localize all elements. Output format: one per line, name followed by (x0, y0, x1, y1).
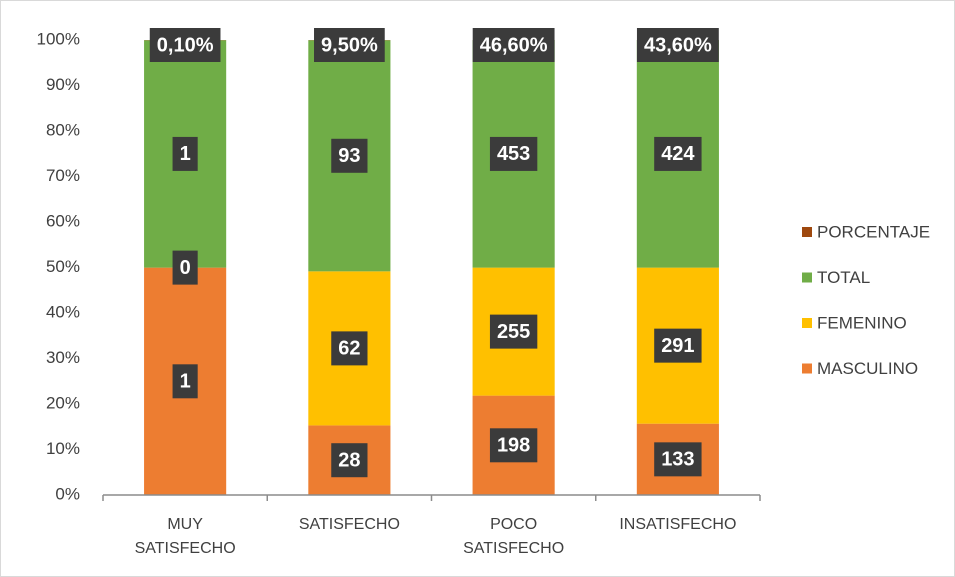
legend-label: MASCULINO (817, 359, 918, 378)
data-label-box (172, 364, 198, 399)
data-label: 0,10% (157, 34, 214, 56)
data-label: 28 (338, 449, 360, 471)
y-tick-label: 80% (46, 120, 80, 139)
legend-swatch (802, 318, 812, 328)
legend-swatch (802, 272, 812, 283)
data-label: 133 (661, 449, 694, 471)
y-tick-label: 40% (46, 302, 80, 321)
data-label-box (489, 136, 538, 171)
data-label: 62 (338, 338, 360, 360)
y-tick-label: 20% (46, 393, 80, 412)
data-label: 93 (338, 145, 360, 167)
data-label-box (489, 314, 538, 349)
data-label-box (489, 428, 538, 463)
y-tick-label: 10% (46, 439, 80, 458)
data-label: 46,60% (480, 34, 548, 56)
data-label: 1 (180, 143, 191, 165)
data-label-box (472, 28, 555, 62)
data-label: 453 (497, 143, 530, 165)
x-tick-label: SATISFECHO (298, 516, 400, 533)
y-tick-label: 90% (46, 75, 80, 94)
x-tick-label: MUY SATISFECHO (134, 516, 236, 557)
data-label: 291 (661, 335, 694, 357)
data-label-box (654, 328, 702, 363)
data-label-box (314, 28, 385, 62)
data-label-box (331, 443, 368, 478)
data-label: 9,50% (321, 34, 378, 56)
legend-label: FEMENINO (817, 313, 907, 332)
data-label: 424 (661, 143, 695, 165)
data-label-box (654, 442, 702, 477)
x-tick-label: POCO SATISFECHO (463, 516, 565, 557)
y-tick-label: 100% (37, 29, 80, 48)
y-tick-label: 30% (46, 348, 80, 367)
data-label-box (172, 250, 198, 285)
legend-label: TOTAL (817, 268, 870, 287)
data-label-box (172, 136, 198, 171)
data-label: 1 (180, 371, 191, 393)
data-label-box (636, 28, 719, 62)
data-label: 198 (497, 435, 530, 457)
legend-swatch (802, 227, 812, 237)
data-label: 255 (497, 321, 530, 343)
y-tick-label: 60% (46, 211, 80, 230)
y-tick-label: 50% (46, 257, 80, 276)
data-label-box (331, 331, 368, 366)
y-tick-label: 0% (55, 484, 80, 503)
data-label-box (149, 28, 221, 62)
y-tick-label: 70% (46, 166, 80, 185)
legend-swatch (802, 363, 812, 374)
data-label: 0 (180, 257, 191, 279)
x-tick-label: INSATISFECHO (619, 516, 737, 533)
legend-label: PORCENTAJE (817, 222, 930, 241)
data-label-box (331, 138, 368, 173)
data-label: 43,60% (644, 34, 712, 56)
data-label-box (654, 136, 702, 171)
